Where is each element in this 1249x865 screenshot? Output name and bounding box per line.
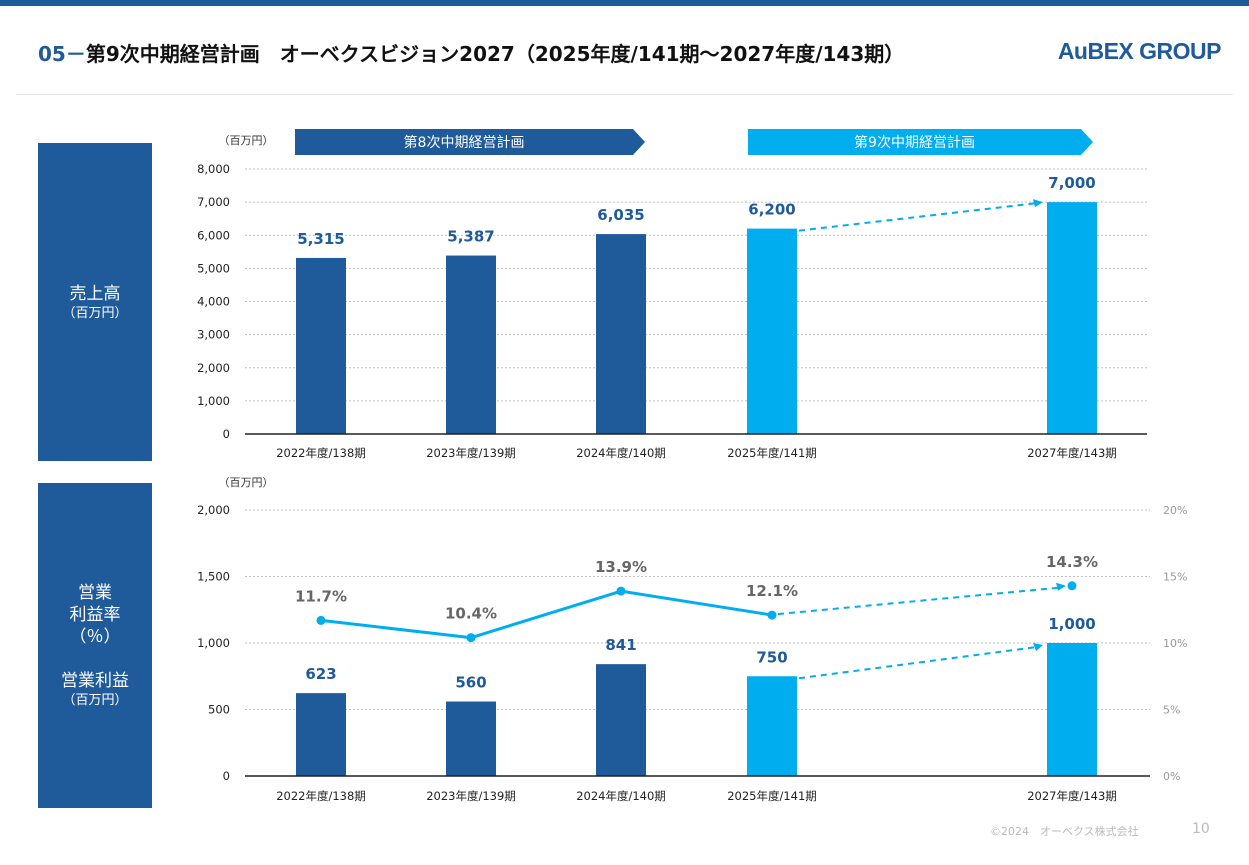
op-ytick-label: 2,000 [197,503,230,517]
sales-ytick-label: 4,000 [197,295,230,309]
header-divider [16,94,1233,95]
sales-category-label: 2023年度/139期 [426,446,516,460]
op-category-label: 2025年度/141期 [727,789,817,803]
op-value-label: 841 [605,636,636,654]
op-value-label: 750 [756,648,787,666]
copyright-text: ©2024 オーベクス株式会社 [990,825,1139,838]
sales-value-label: 6,200 [748,201,795,219]
op-bar [747,676,797,776]
op-unit-label: （百万円） [219,476,274,489]
section-number: 05－ [38,42,86,66]
op-margin-trend-arrowhead [1056,582,1066,591]
op-margin-line [320,589,773,640]
sales-ytick-label: 8,000 [197,162,230,176]
op-margin-trend-line [777,586,1059,616]
sales-category-label: 2024年度/140期 [576,446,666,460]
op-category-label: 2024年度/140期 [576,789,666,803]
company-logo: AuBEX GROUP [1057,38,1222,64]
sales-bar [446,255,496,434]
operating-side-label: 営業 利益率 （％） 営業利益 （百万円） [38,483,152,808]
plan9-banner-label: 第9次中期経営計画 [854,134,975,151]
op-category-label: 2027年度/143期 [1027,789,1117,803]
sales-ytick-label: 0 [223,427,230,441]
op-margin-point [1067,581,1077,591]
op-margin-point [767,610,777,620]
page-title: 05－第9次中期経営計画 オーベクスビジョン2027（2025年度/141期～2… [38,38,904,67]
sales-side-label: 売上高 （百万円） [38,143,152,461]
sales-value-label: 5,315 [297,230,344,248]
op-margin-point [616,586,626,596]
op-margin-label: 14.3% [1046,553,1098,571]
op-value-label: 623 [305,665,336,683]
sales-category-label: 2027年度/143期 [1027,446,1117,460]
op-margin-label: 10.4% [445,605,497,623]
op-bar-trend-arrowhead [1033,643,1043,651]
op-label-line1: 営業 [78,583,112,603]
title-text: 第9次中期経営計画 オーベクスビジョン2027（2025年度/141期～2027… [85,42,905,66]
op-margin-label: 11.7% [295,587,347,605]
op-y2tick-label: 5% [1163,704,1180,717]
op-bar-trend-arrow-line [798,646,1038,680]
sales-label-unit: （百万円） [62,305,128,321]
op-margin-label: 12.1% [746,582,798,600]
sales-ytick-label: 5,000 [197,261,230,275]
sales-bar [296,257,346,434]
sales-label-title: 売上高 [69,283,121,304]
sales-category-label: 2022年度/138期 [276,446,366,460]
op-margin-point [316,615,326,625]
sales-bar [1047,202,1097,434]
op-label-line3: （％） [69,627,121,647]
op-y2tick-label: 10% [1163,637,1187,650]
sales-ytick-label: 7,000 [197,195,230,209]
op-y2tick-label: 20% [1163,504,1187,517]
op-y2tick-label: 15% [1163,571,1187,584]
sales-chart: 第8次中期経営計画 第9次中期経営計画 （百万円） 0 1,000 2,000 3,000 4… [197,129,1147,460]
sales-ytick-label: 2,000 [197,361,230,375]
plan8-banner [295,129,645,155]
page-number: 10 [1192,821,1210,837]
top-accent-bar [0,0,1249,6]
op-ytick-label: 1,000 [197,636,230,650]
sales-trend-arrow-line [798,202,1038,232]
sales-unit-label: （百万円） [219,134,274,147]
op-margin-point [466,633,476,643]
op-value-label: 560 [455,674,486,692]
sales-bar [747,228,797,434]
op-bar [1047,643,1097,776]
plan8-banner-label: 第8次中期経営計画 [404,134,525,151]
sales-ytick-label: 3,000 [197,328,230,342]
op-y2tick-label: 0% [1163,770,1180,783]
op-category-label: 2023年度/139期 [426,789,516,803]
sales-value-label: 7,000 [1048,174,1095,192]
plan9-banner [748,129,1093,155]
op-label-unit: （百万円） [62,693,128,708]
op-bar [296,693,346,776]
op-category-label: 2022年度/138期 [276,789,366,803]
op-ytick-label: 500 [208,703,230,717]
op-ytick-label: 0 [223,769,230,783]
op-margin-label: 13.9% [595,558,647,576]
op-ytick-label: 1,500 [197,570,230,584]
op-label-line4: 営業利益 [61,671,129,691]
op-bar [596,664,646,776]
op-label-line2: 利益率 [69,605,121,625]
op-bar [446,701,496,776]
sales-ytick-label: 6,000 [197,228,230,242]
operating-chart: （百万円） 0 500 1,000 1,500 2,000 0% 5% 10% 15% 20% 623… [197,476,1187,803]
op-value-label: 1,000 [1048,615,1095,633]
sales-trend-arrowhead [1033,199,1043,208]
sales-value-label: 6,035 [597,206,644,224]
sales-value-label: 5,387 [447,228,494,246]
sales-category-label: 2025年度/141期 [727,446,817,460]
sales-bar [596,234,646,434]
sales-ytick-label: 1,000 [197,394,230,408]
